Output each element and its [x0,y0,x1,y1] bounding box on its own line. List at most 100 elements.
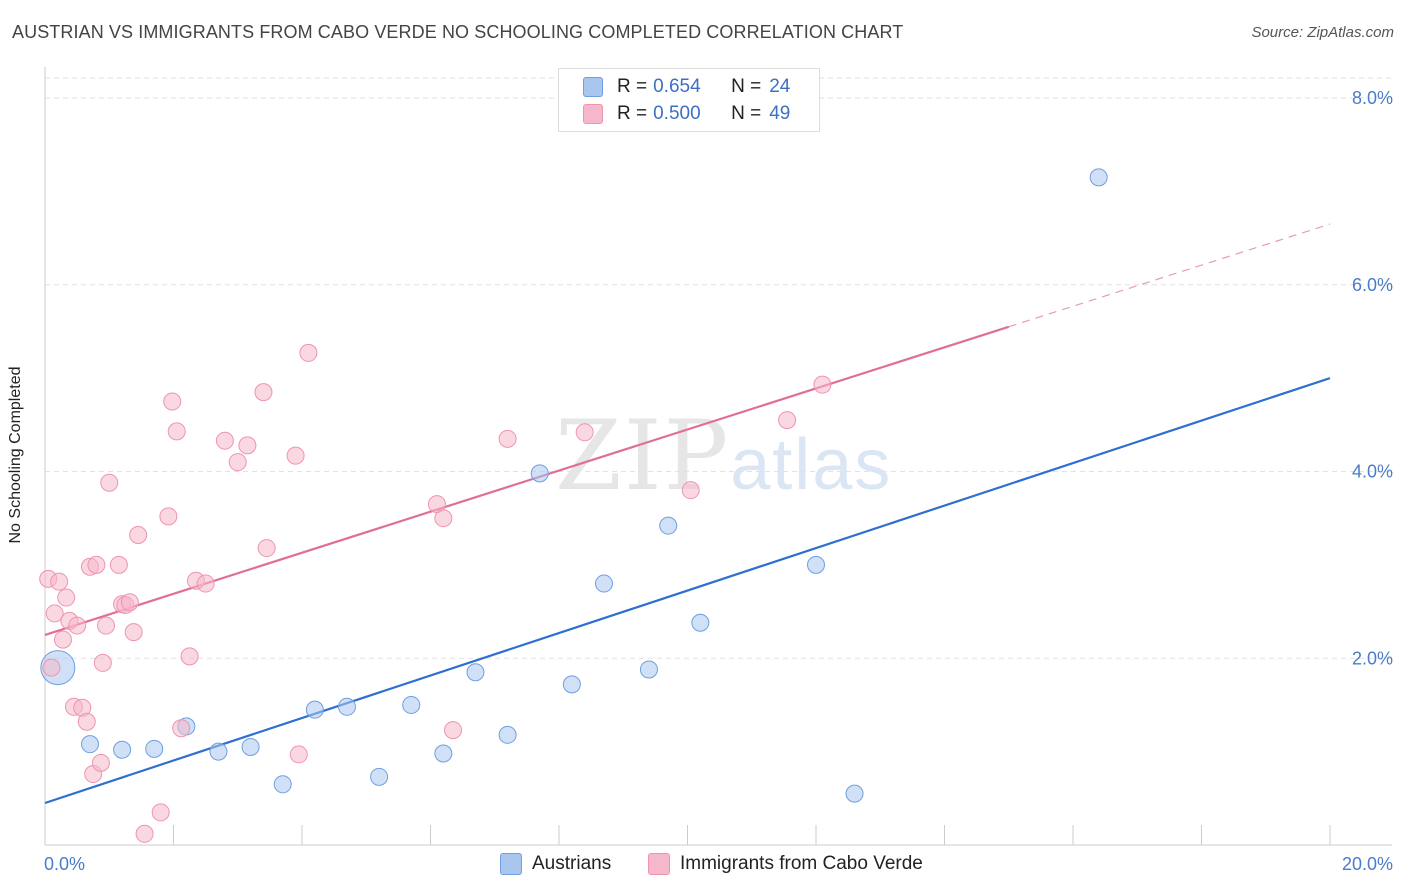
point-austrians [530,464,549,483]
point-cabo-verde [443,721,462,740]
bottom-legend-swatch-cabo-verde [648,853,670,875]
point-cabo-verde [172,719,191,738]
point-cabo-verde [286,446,305,465]
point-austrians [807,555,825,574]
point-cabo-verde [87,555,106,574]
point-cabo-verde [163,392,182,411]
point-cabo-verde [299,343,318,362]
point-cabo-verde [91,753,110,772]
legend-r-label: R = [617,103,648,124]
point-cabo-verde [167,422,186,441]
bottom-legend-cabo-verde: Immigrants from Cabo Verde [648,852,923,876]
point-cabo-verde [97,616,116,635]
point-cabo-verde [100,473,119,492]
point-austrians [305,700,324,719]
point-cabo-verde [238,436,257,455]
axes [44,67,1392,846]
point-austrians [402,695,421,714]
trend-line-austrians [44,377,1331,805]
point-cabo-verde [120,593,139,612]
point-austrians [337,697,356,716]
point-cabo-verde [45,604,64,623]
bottom-legend-label-cabo-verde: Immigrants from Cabo Verde [680,853,923,874]
point-austrians [241,737,260,756]
point-cabo-verde [77,712,96,731]
y-tick-label: 4.0% [1352,462,1393,482]
point-cabo-verde [180,647,199,666]
bottom-legend-label-austrians: Austrians [532,853,612,874]
y-tick-label: 2.0% [1352,648,1393,668]
point-cabo-verde [813,375,832,394]
point-cabo-verde [135,824,154,843]
point-cabo-verde [57,588,76,607]
point-cabo-verde [42,658,61,677]
legend-r-label: R = [617,76,648,97]
point-austrians [466,663,485,682]
legend-n-value: 24 [769,76,791,97]
point-austrians [659,516,678,535]
legend-n-label: N = [731,76,762,97]
point-cabo-verde [50,572,69,591]
point-austrians [80,735,99,754]
point-cabo-verde [53,630,72,649]
point-cabo-verde [289,745,308,764]
point-cabo-verde [151,803,170,822]
point-cabo-verde [93,653,112,672]
point-austrians [562,675,581,694]
legend-swatch-austrians [583,77,603,97]
watermark-zip: ZIP [555,400,731,512]
point-austrians [113,740,132,759]
point-cabo-verde [254,383,273,402]
y-tick-label: 6.0% [1352,275,1393,295]
bottom-legend-swatch-austrians [500,853,522,875]
bottom-legend-austrians: Austrians [500,852,611,876]
point-cabo-verde [215,431,234,450]
trend-line-cabo-verde [44,325,1010,636]
point-austrians [370,767,389,786]
point-austrians [273,775,292,794]
legend-n-value: 49 [769,103,791,124]
point-austrians [1089,168,1108,187]
point-cabo-verde [778,411,797,430]
stats-legend: R = 0.654 N = 24 R = 0.500 N = 49 [558,68,820,132]
point-austrians [845,784,864,803]
legend-row-cabo-verde: R = 0.500 N = 49 [583,102,790,126]
data-points [39,168,1108,843]
point-cabo-verde [68,616,87,635]
point-austrians [594,574,613,593]
point-austrians [691,613,710,632]
legend-n-label: N = [731,103,762,124]
legend-row-austrians: R = 0.654 N = 24 [583,75,790,99]
legend-swatch-cabo-verde [583,104,603,124]
point-cabo-verde [124,623,143,642]
watermark: ZIPatlas [555,400,892,512]
x-tick-label: 20.0% [1342,854,1393,874]
source-credit: Source: ZipAtlas.com [1251,24,1394,41]
legend-r-value: 0.500 [653,103,701,124]
tick-labels: 2.0% 4.0% 6.0% 8.0% 0.0% 20.0% [44,88,1393,874]
point-austrians [145,739,164,758]
point-cabo-verde [434,509,453,528]
point-cabo-verde [228,453,247,472]
chart-title: AUSTRIAN VS IMMIGRANTS FROM CABO VERDE N… [12,22,904,42]
point-austrians [434,744,453,763]
legend-r-value: 0.654 [653,76,701,97]
point-austrians [498,725,517,744]
point-cabo-verde [196,574,215,593]
point-cabo-verde [257,539,276,558]
point-cabo-verde [575,423,594,442]
point-austrians [639,660,658,679]
x-tick-label: 0.0% [44,854,85,874]
trend-lines [44,223,1331,805]
point-cabo-verde [159,507,178,526]
point-austrians [209,742,228,761]
point-cabo-verde [109,555,128,574]
y-tick-label: 8.0% [1352,88,1393,108]
point-cabo-verde [129,526,148,544]
point-cabo-verde [681,481,700,500]
point-cabo-verde [498,429,517,448]
trend-extension-cabo-verde [1008,223,1331,328]
watermark-atlas: atlas [730,425,893,505]
y-axis-label: No Schooling Completed [7,366,24,544]
